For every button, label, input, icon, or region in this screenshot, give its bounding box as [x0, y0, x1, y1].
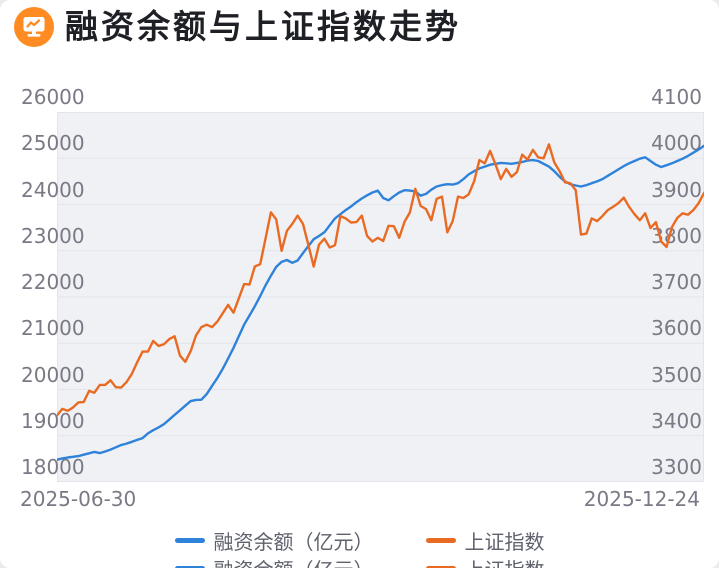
legend-item-sse-index[interactable]: 上证指数	[425, 526, 545, 555]
legend: 融资余额（亿元） 上证指数	[0, 526, 719, 555]
x-axis-end-label: 2025-12-24	[583, 487, 700, 511]
legend-item-margin-balance[interactable]: 融资余额（亿元）	[174, 526, 374, 555]
legend-clipped: 融资余额（亿元） 上证指数	[0, 556, 719, 568]
legend-item-sse-index-clipped[interactable]: 上证指数	[425, 554, 545, 568]
legend-marker-orange	[425, 537, 456, 543]
legend-marker-blue	[174, 537, 205, 543]
legend-label-margin-balance: 融资余额（亿元）	[213, 529, 374, 554]
y-tick-label-right: 4100	[651, 85, 702, 109]
y-tick-label-left: 26000	[21, 85, 85, 109]
legend-label-sse-index: 上证指数	[464, 529, 545, 554]
legend-marker-blue	[174, 565, 205, 568]
legend-item-margin-balance-clipped[interactable]: 融资余额（亿元）	[174, 554, 374, 568]
legend-label-sse-index: 上证指数	[465, 554, 545, 568]
chart-monitor-icon	[14, 7, 54, 47]
legend-marker-orange	[425, 565, 456, 568]
legend-label-margin-balance: 融资余额（亿元）	[214, 554, 374, 568]
chart-header: 融资余额与上证指数走势	[14, 7, 461, 47]
plot-background-grid	[57, 112, 704, 482]
page-title: 融资余额与上证指数走势	[65, 7, 461, 46]
x-axis-start-label: 2025-06-30	[20, 487, 137, 511]
